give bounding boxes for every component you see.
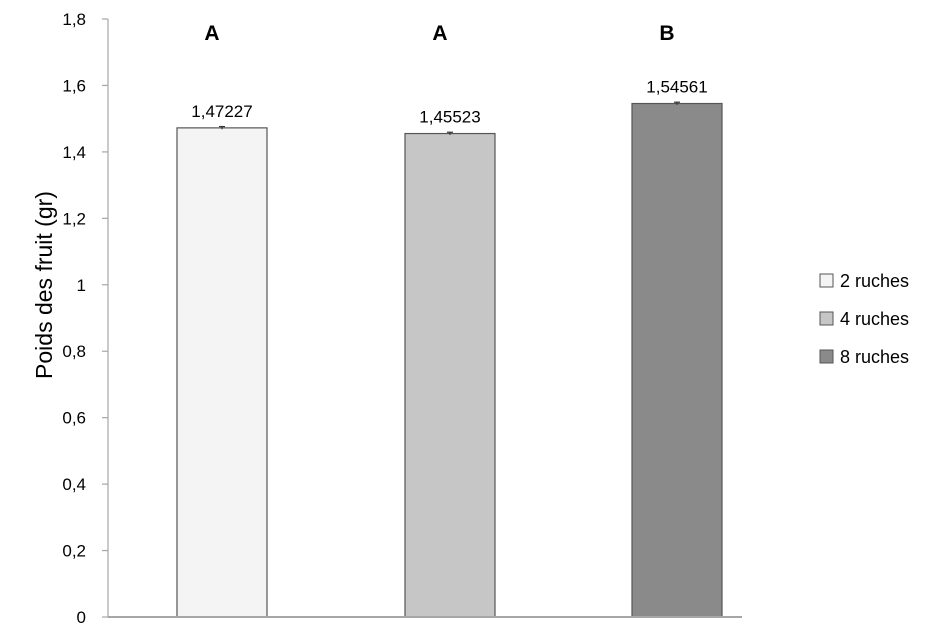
bar-2-ruches	[176, 127, 268, 618]
y-tick-label: 1,6	[62, 76, 86, 95]
data-label: 1,45523	[419, 108, 480, 127]
y-tick-label: 0,4	[62, 475, 86, 494]
bar-8-ruches	[631, 102, 723, 618]
y-axis-label: Poids des fruit (gr)	[31, 191, 57, 379]
data-label: 1,54561	[646, 78, 707, 97]
legend-swatch	[819, 311, 834, 326]
y-tick-label: 1,4	[62, 143, 86, 162]
significance-letter: A	[432, 22, 447, 45]
bar-4-ruches	[404, 132, 496, 618]
y-tick-label: 0,2	[62, 542, 86, 561]
y-tick-label: 0,6	[62, 409, 86, 428]
legend-swatch	[819, 273, 834, 288]
y-tick-label: 1,8	[62, 10, 86, 29]
y-tick-label: 0	[77, 608, 86, 627]
significance-letter: A	[204, 22, 219, 45]
y-tick-label: 1	[77, 276, 86, 295]
legend-label: 4 ruches	[840, 309, 909, 329]
legend-label: 8 ruches	[840, 347, 909, 367]
legend-label: 2 ruches	[840, 271, 909, 291]
y-tick-label: 0,8	[62, 342, 86, 361]
significance-letter: B	[659, 22, 674, 45]
legend-swatch	[819, 349, 834, 364]
data-label: 1,47227	[191, 102, 252, 121]
y-tick-label: 1,2	[62, 209, 86, 228]
